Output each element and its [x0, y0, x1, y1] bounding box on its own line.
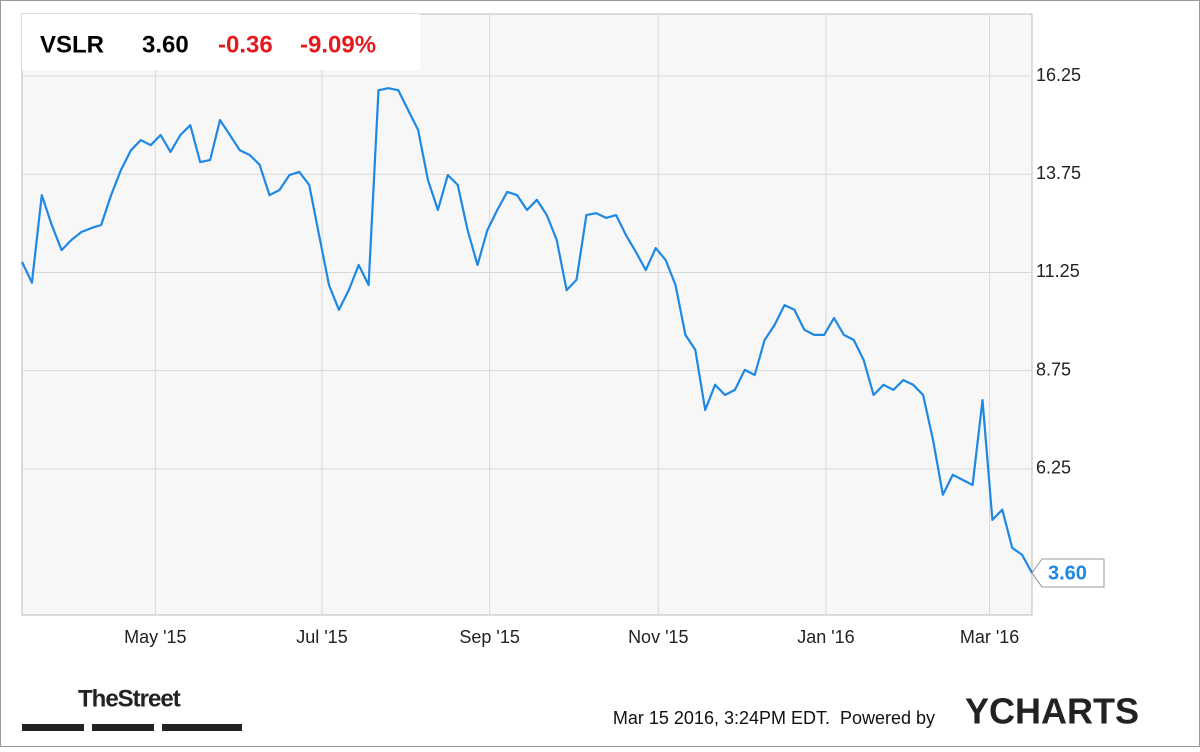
timestamp: Mar 15 2016, 3:24PM EDT. — [613, 708, 830, 728]
price: 3.60 — [142, 31, 189, 58]
x-tick-label: Sep '15 — [459, 627, 520, 647]
plot-area — [21, 13, 1033, 616]
logo-bar — [162, 724, 242, 731]
change: -0.36 — [218, 31, 273, 58]
ticker: VSLR — [40, 31, 104, 58]
logo-bar — [92, 724, 154, 731]
powered-by: Powered by — [840, 708, 935, 728]
y-tick-label: 13.75 — [1036, 163, 1081, 183]
logo-bar — [22, 724, 84, 731]
brand: YCHARTS — [965, 691, 1139, 732]
x-tick-label: Mar '16 — [960, 627, 1019, 647]
y-tick-label: 11.25 — [1036, 261, 1080, 281]
source-logo: TheStreet — [78, 685, 181, 712]
last-price-flag — [1031, 558, 1105, 588]
y-tick-label: 16.25 — [1036, 65, 1081, 85]
y-tick-label: 6.25 — [1036, 458, 1071, 478]
price-line — [21, 87, 1033, 574]
x-tick-label: May '15 — [124, 627, 186, 647]
header-box — [22, 14, 420, 70]
y-tick-label: 8.75 — [1036, 359, 1071, 379]
x-tick-label: Jan '16 — [797, 627, 854, 647]
change-pct: -9.09% — [300, 31, 376, 58]
last-price-label: 3.60 — [1048, 562, 1087, 584]
x-tick-label: Nov '15 — [628, 627, 688, 647]
x-tick-label: Jul '15 — [296, 627, 347, 647]
